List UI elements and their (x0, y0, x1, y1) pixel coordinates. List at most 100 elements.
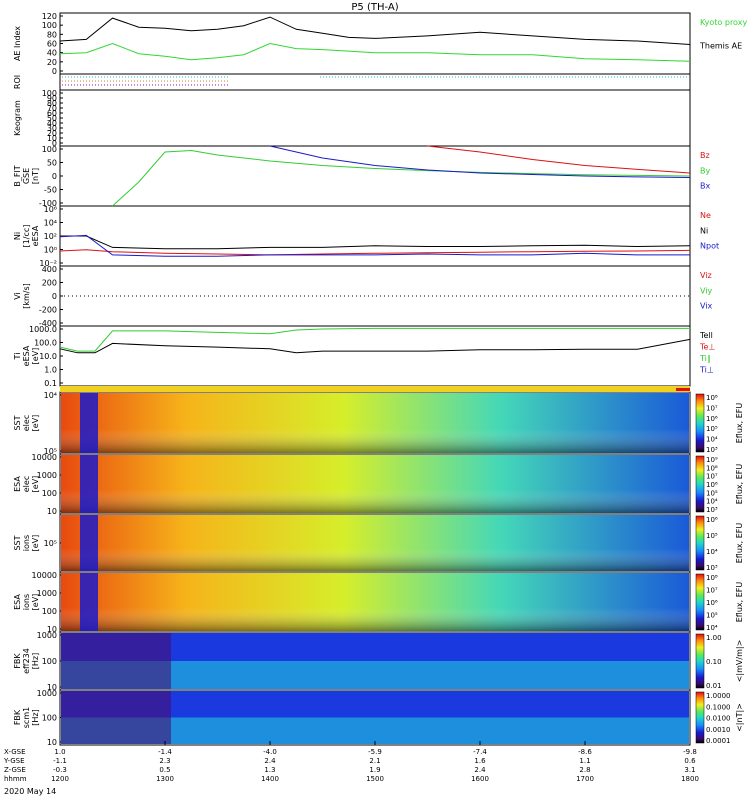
keogram-ytick: 50 (47, 114, 57, 123)
ti-ytick: 0.1 (44, 379, 57, 388)
cb_sst_i-tick: 10⁴ (706, 548, 718, 556)
ti-legend-entry: Te⊥ (699, 343, 715, 352)
cb_esa_i: 10⁸ 10⁷ 10⁶ 10⁵ 10⁴ Eflux, EFU (695, 573, 744, 632)
ni-series-ni (60, 235, 691, 250)
ni-series-ne (59, 249, 691, 256)
xaxis-tick-label: -1.1 (53, 757, 67, 765)
sst_i-ylabel: SST (13, 535, 22, 550)
cb_fbk2-tick: 0.1000 (706, 703, 731, 711)
vi-ytick: 200 (42, 279, 57, 288)
keogram-ytick: 30 (47, 124, 57, 133)
sst_e-spectrogram-gap (80, 393, 98, 453)
cb_fbk2-tick: 1.0000 (706, 692, 731, 700)
cb_esa_i-bar (695, 573, 705, 631)
vi-frame (59, 265, 691, 327)
cb_sst_e-tick: 10⁷ (706, 404, 718, 412)
time-axis: X-GSEY-GSEZ-GSEhhmm1.0-1.1-0.31200-1.42.… (3, 741, 699, 783)
cb_esa_e-tick: 10⁵ (706, 489, 718, 497)
ti-ytick: 100.0 (34, 339, 57, 348)
cb_sst_e-tick: 10⁴ (706, 436, 718, 444)
ae-ytick: 20 (47, 58, 57, 67)
figure-title: P5 (TH-A) (351, 2, 398, 13)
cb_esa_e-bar (695, 455, 705, 513)
bfit-ytick: 0 (52, 172, 57, 181)
ae-lines (59, 16, 691, 62)
esa_i-spectrogram-gap (80, 573, 98, 631)
ni-ylabel: eESA (31, 225, 40, 246)
fbk1-ylabel: FBK (13, 653, 22, 669)
sst_i-ytick: 10⁵ (44, 539, 57, 548)
fbk1-ytick: 100 (42, 657, 57, 666)
sst_e-ylabel: [eV] (31, 415, 40, 432)
bfit-legend-entry: Bx (700, 182, 710, 191)
keogram-ytick: 80 (47, 99, 57, 108)
xaxis-tick-label: 1.9 (369, 766, 380, 774)
fbk1-ytick: 1000 (37, 631, 57, 640)
xaxis-tick-label: 1.1 (579, 757, 590, 765)
ae-ytick: 0 (52, 67, 57, 76)
keogram-ytick: 60 (47, 109, 57, 118)
cb_esa_i-label: Eflux, EFU (735, 582, 744, 623)
esa_i-ylabel: ESA (13, 594, 22, 610)
fbk1-ylabel: eff234 (22, 648, 31, 674)
xaxis-tick-label: 2.8 (579, 766, 590, 774)
cb_fbk2-tick: 0.0001 (706, 737, 731, 745)
esa_i-ylabel: [eV] (31, 594, 40, 611)
fbk1-spectrogram-dark (61, 633, 171, 689)
xaxis-tick-label: 2.1 (369, 757, 380, 765)
vi-ytick: -400 (39, 319, 57, 328)
fbk1-ytick: 10 (47, 683, 57, 692)
cb_esa_e-tick: 10⁹ (706, 456, 718, 464)
ae-ylabel: AE Index (13, 26, 22, 61)
ni-legend-entry: Ne (700, 211, 711, 220)
ti-series-ti (59, 327, 690, 352)
esa_e-ylabel: elec (22, 476, 31, 492)
vi-legend-entry: Viy (700, 286, 713, 295)
cb_esa_e-tick: 10⁷ (706, 473, 718, 481)
xaxis-tick-label: 2.4 (264, 757, 276, 765)
esa_i-spectrogram (61, 573, 689, 631)
ae-ytick: 100 (42, 21, 57, 30)
cb_sst_i-tick: 10⁵ (706, 532, 718, 540)
esa_e-ytick: 10000 (32, 453, 57, 462)
xaxis-tick-label: -8.6 (578, 748, 592, 756)
bfit-legend-entry: By (700, 166, 710, 175)
fbk1-spectrogram (61, 633, 689, 689)
ti-series-tell (59, 338, 691, 354)
cb_sst_i-tick: 10⁶ (706, 516, 718, 524)
keogram-ytick: 40 (47, 119, 57, 128)
ti-legend-entry: Tell (699, 331, 713, 340)
fbk2-spectrogram (61, 691, 689, 744)
esa_e-ytick: 100 (42, 489, 57, 498)
cb_esa_i-tick: 10⁴ (706, 624, 718, 632)
bfit-ylabel: [nT] (31, 168, 40, 184)
cb_sst_i-tick: 10³ (706, 564, 718, 572)
cb_esa_e-tick: 10⁶ (706, 481, 718, 489)
xaxis-tick-label: -7.4 (473, 748, 487, 756)
cb_fbk1: 1.00 0.10 0.01 <|mV/m|> (695, 633, 744, 690)
ti-legend-entry: Ti∥ (699, 354, 711, 363)
roi-ylabel: ROI (13, 75, 22, 89)
roi-frame (59, 73, 691, 91)
ni-ytick: 10⁴ (44, 219, 57, 228)
vi-ylabel: [km/s] (22, 283, 31, 309)
esa_e-spectrogram-gap (80, 455, 98, 513)
ni-ytick: 10⁻² (39, 259, 57, 268)
fbk2-ytick: 100 (42, 714, 57, 723)
esa_e-ylabel: [eV] (31, 476, 40, 493)
esa_i-ylabel: ions (22, 594, 31, 610)
xaxis-tick-label: -9.8 (683, 748, 697, 756)
sst_e-ytick: 10⁴ (44, 391, 57, 400)
keogram-ytick: 0 (52, 139, 57, 148)
fbk2-ylabel: [Hz] (31, 709, 40, 725)
esa_e-ytick: 10 (47, 507, 57, 516)
xaxis-row-label: hhmm (4, 775, 27, 783)
cb_fbk1-tick: 1.00 (706, 634, 722, 642)
ni-lines (59, 234, 691, 257)
xaxis-tick-label: 1.0 (54, 748, 65, 756)
ae-legend-entry: Kyoto proxy AE (700, 18, 750, 27)
fbk1-ylabel: [Hz] (31, 653, 40, 669)
xaxis-tick-label: -5.9 (368, 748, 382, 756)
sst_e-ylabel: SST (13, 415, 22, 430)
